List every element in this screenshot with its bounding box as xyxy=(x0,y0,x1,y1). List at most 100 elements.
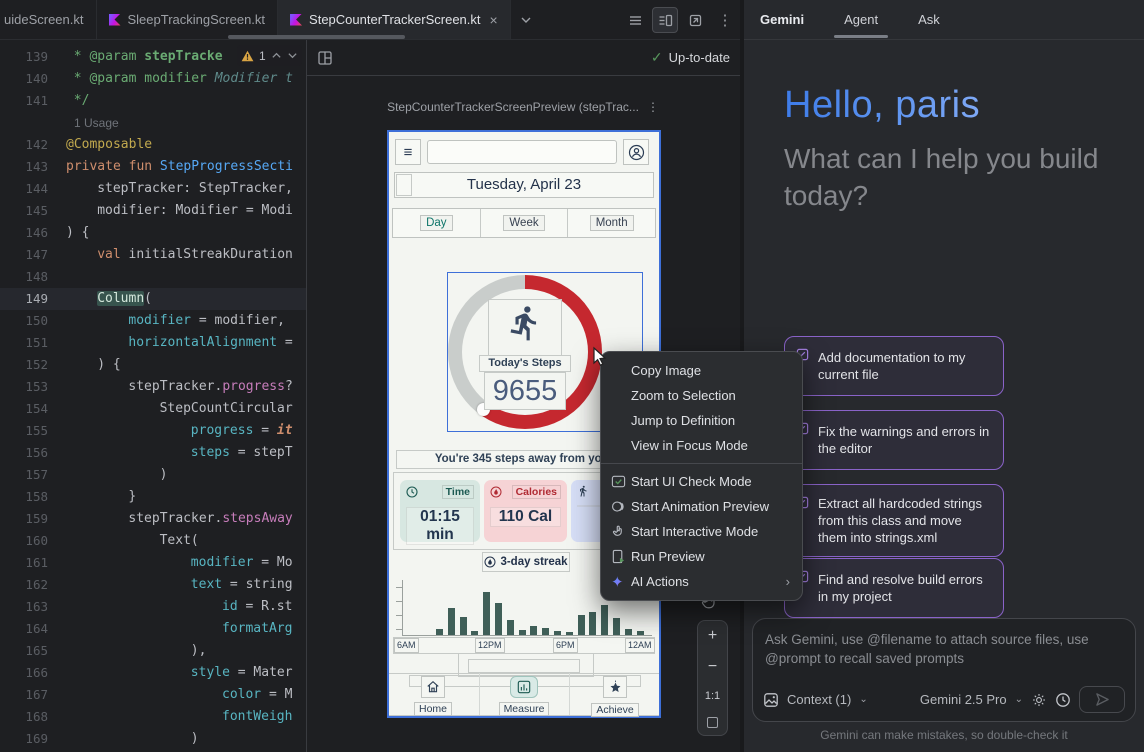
context-chip[interactable]: Context (1) xyxy=(787,692,852,707)
zoom-in-button[interactable]: + xyxy=(707,627,718,645)
code-line[interactable]: 163 id = R.st xyxy=(0,596,306,618)
code-line[interactable]: 147 val initialStreakDuration xyxy=(0,244,306,266)
context-chevron-icon[interactable]: ⌄ xyxy=(859,694,868,705)
close-tab-icon[interactable]: × xyxy=(489,11,498,28)
chart-bar xyxy=(577,615,585,635)
code-line[interactable]: 161 modifier = Mo xyxy=(0,552,306,574)
menu-item-copy-image[interactable]: Copy Image xyxy=(601,358,802,383)
tab-week[interactable]: Week xyxy=(481,209,569,237)
attach-image-icon[interactable] xyxy=(763,692,779,708)
code-line[interactable]: 146) { xyxy=(0,222,306,244)
code-line[interactable]: 169) xyxy=(0,728,306,750)
suggestion-card[interactable]: Fix the warnings and errors in the edito… xyxy=(784,410,1004,470)
usage-hint[interactable]: 1 Usage xyxy=(74,116,119,130)
code-line[interactable]: 144 stepTracker: StepTracker, xyxy=(0,178,306,200)
suggestion-card[interactable]: Extract all hardcoded strings from this … xyxy=(784,484,1004,557)
stat-card-time[interactable]: Time 01:15 min xyxy=(400,480,480,545)
gemini-input-box[interactable]: Ask Gemini, use @filename to attach sour… xyxy=(752,618,1136,722)
menu-item-start-ui-check-mode[interactable]: Start UI Check Mode xyxy=(601,469,802,494)
tabs-dropdown-chevron-icon[interactable] xyxy=(513,7,539,33)
inspection-widget[interactable]: 1 xyxy=(237,45,302,66)
x-axis-label: 6AM xyxy=(394,638,419,653)
app-search-field[interactable] xyxy=(427,140,617,164)
menu-item-jump-to-definition[interactable]: Jump to Definition xyxy=(601,408,802,433)
nav-item-measure[interactable]: Measure xyxy=(481,676,567,717)
tabbar-scrollbar[interactable] xyxy=(228,35,405,39)
line-number: 151 xyxy=(25,335,48,350)
profile-icon[interactable] xyxy=(623,139,649,165)
code-line[interactable]: 140 * @param modifier Modifier t xyxy=(0,68,306,90)
menu-item-ai-actions[interactable]: ✦ AI Actions › xyxy=(601,569,802,594)
code-line[interactable]: 159 stepTracker.stepsAway xyxy=(0,508,306,530)
menu-item-run-preview[interactable]: Run Preview xyxy=(601,544,802,569)
preview-kebab-icon[interactable]: ⋮ xyxy=(646,100,660,114)
zoom-to-fit-icon[interactable] xyxy=(707,716,718,728)
code-line[interactable]: 148 xyxy=(0,266,306,288)
code-line[interactable]: 149 Column( xyxy=(0,288,306,310)
code-editor[interactable]: 139 * @param stepTracke 140 * @param modifi… xyxy=(0,40,306,752)
code-line[interactable]: 143 private fun StepProgressSecti xyxy=(0,156,306,178)
code-text: id = R.st xyxy=(62,596,292,618)
tab-options-kebab-icon[interactable]: ⋮ xyxy=(717,12,733,29)
nav-item-achieve[interactable]: Achieve xyxy=(572,676,658,718)
zoom-actual-size-button[interactable]: 1:1 xyxy=(704,689,721,702)
code-line[interactable]: 160 Text( xyxy=(0,530,306,552)
code-line[interactable]: 165), xyxy=(0,640,306,662)
tab-agent[interactable]: Agent xyxy=(834,0,889,40)
code-line[interactable]: 145 modifier: Modifier = Modi xyxy=(0,200,306,222)
zoom-out-button[interactable]: − xyxy=(707,658,718,676)
prev-warning-icon[interactable] xyxy=(271,50,282,61)
tab-ask[interactable]: Ask xyxy=(918,12,940,27)
code-line[interactable]: 168 fontWeigh xyxy=(0,706,306,728)
tab-guidescreen[interactable]: uideScreen.kt xyxy=(0,0,97,39)
code-line[interactable]: 162 text = string xyxy=(0,574,306,596)
tab-day[interactable]: Day xyxy=(393,209,481,237)
code-line[interactable]: 157) xyxy=(0,464,306,486)
code-line[interactable]: 158} xyxy=(0,486,306,508)
menu-item-view-in-focus-mode[interactable]: View in Focus Mode xyxy=(601,433,802,458)
line-number: 148 xyxy=(25,269,48,284)
code-line[interactable]: 150 modifier = modifier, xyxy=(0,310,306,332)
split-code-preview-icon[interactable] xyxy=(652,7,678,33)
code-line[interactable]: 154 StepCountCircular xyxy=(0,398,306,420)
preview-device-frame[interactable]: ≡ Tuesday, April 23 Day Week Month Today… xyxy=(387,130,661,718)
code-line[interactable]: 156 steps = stepT xyxy=(0,442,306,464)
menu-item-start-animation-preview[interactable]: Start Animation Preview xyxy=(601,494,802,519)
code-view-icon[interactable] xyxy=(622,7,648,33)
code-token: Text( xyxy=(159,533,199,548)
model-selector[interactable]: Gemini 2.5 Pro xyxy=(919,692,1007,707)
stat-card-calories[interactable]: Calories 110 Cal xyxy=(484,480,567,542)
code-line[interactable]: 155 progress = it xyxy=(0,420,306,442)
tab-sleeptrackingscreen[interactable]: SleepTrackingScreen.kt xyxy=(97,0,279,39)
code-line[interactable]: 151 horizontalAlignment = xyxy=(0,332,306,354)
code-line[interactable]: 139 * @param stepTracke xyxy=(0,46,306,68)
date-nav-cell[interactable] xyxy=(396,174,412,196)
nav-item-home[interactable]: Home xyxy=(390,676,476,717)
tab-stepcountertrackerscreen[interactable]: StepCounterTrackerScreen.kt × xyxy=(278,0,511,39)
history-clock-icon[interactable] xyxy=(1055,692,1071,708)
run-icon xyxy=(611,549,631,564)
menu-item-zoom-to-selection[interactable]: Zoom to Selection xyxy=(601,383,802,408)
code-line[interactable]: 167 color = M xyxy=(0,684,306,706)
line-number: 155 xyxy=(25,423,48,438)
code-line[interactable]: 1 Usage xyxy=(0,112,306,134)
code-line[interactable]: 152) { xyxy=(0,354,306,376)
preview-mode-icon[interactable] xyxy=(682,7,708,33)
next-warning-icon[interactable] xyxy=(287,50,298,61)
code-line[interactable]: 166 style = Mater xyxy=(0,662,306,684)
code-line[interactable]: 164 formatArg xyxy=(0,618,306,640)
menu-item-start-interactive-mode[interactable]: Start Interactive Mode xyxy=(601,519,802,544)
code-line[interactable]: 142 @Composable xyxy=(0,134,306,156)
tab-month[interactable]: Month xyxy=(568,209,655,237)
code-line[interactable]: 141 */ xyxy=(0,90,306,112)
settings-gear-icon[interactable] xyxy=(1031,692,1047,708)
line-number: 146 xyxy=(25,225,48,240)
gemini-panel-title: Gemini xyxy=(760,12,805,27)
hamburger-menu-icon[interactable]: ≡ xyxy=(395,139,421,165)
code-line[interactable]: 153 stepTracker.progress? xyxy=(0,376,306,398)
preview-layout-icon[interactable] xyxy=(317,50,333,66)
model-chevron-icon[interactable]: ⌄ xyxy=(1014,694,1023,705)
send-button[interactable] xyxy=(1079,686,1125,713)
suggestion-card[interactable]: Find and resolve build errors in my proj… xyxy=(784,558,1004,618)
suggestion-card[interactable]: Add documentation to my current file xyxy=(784,336,1004,396)
